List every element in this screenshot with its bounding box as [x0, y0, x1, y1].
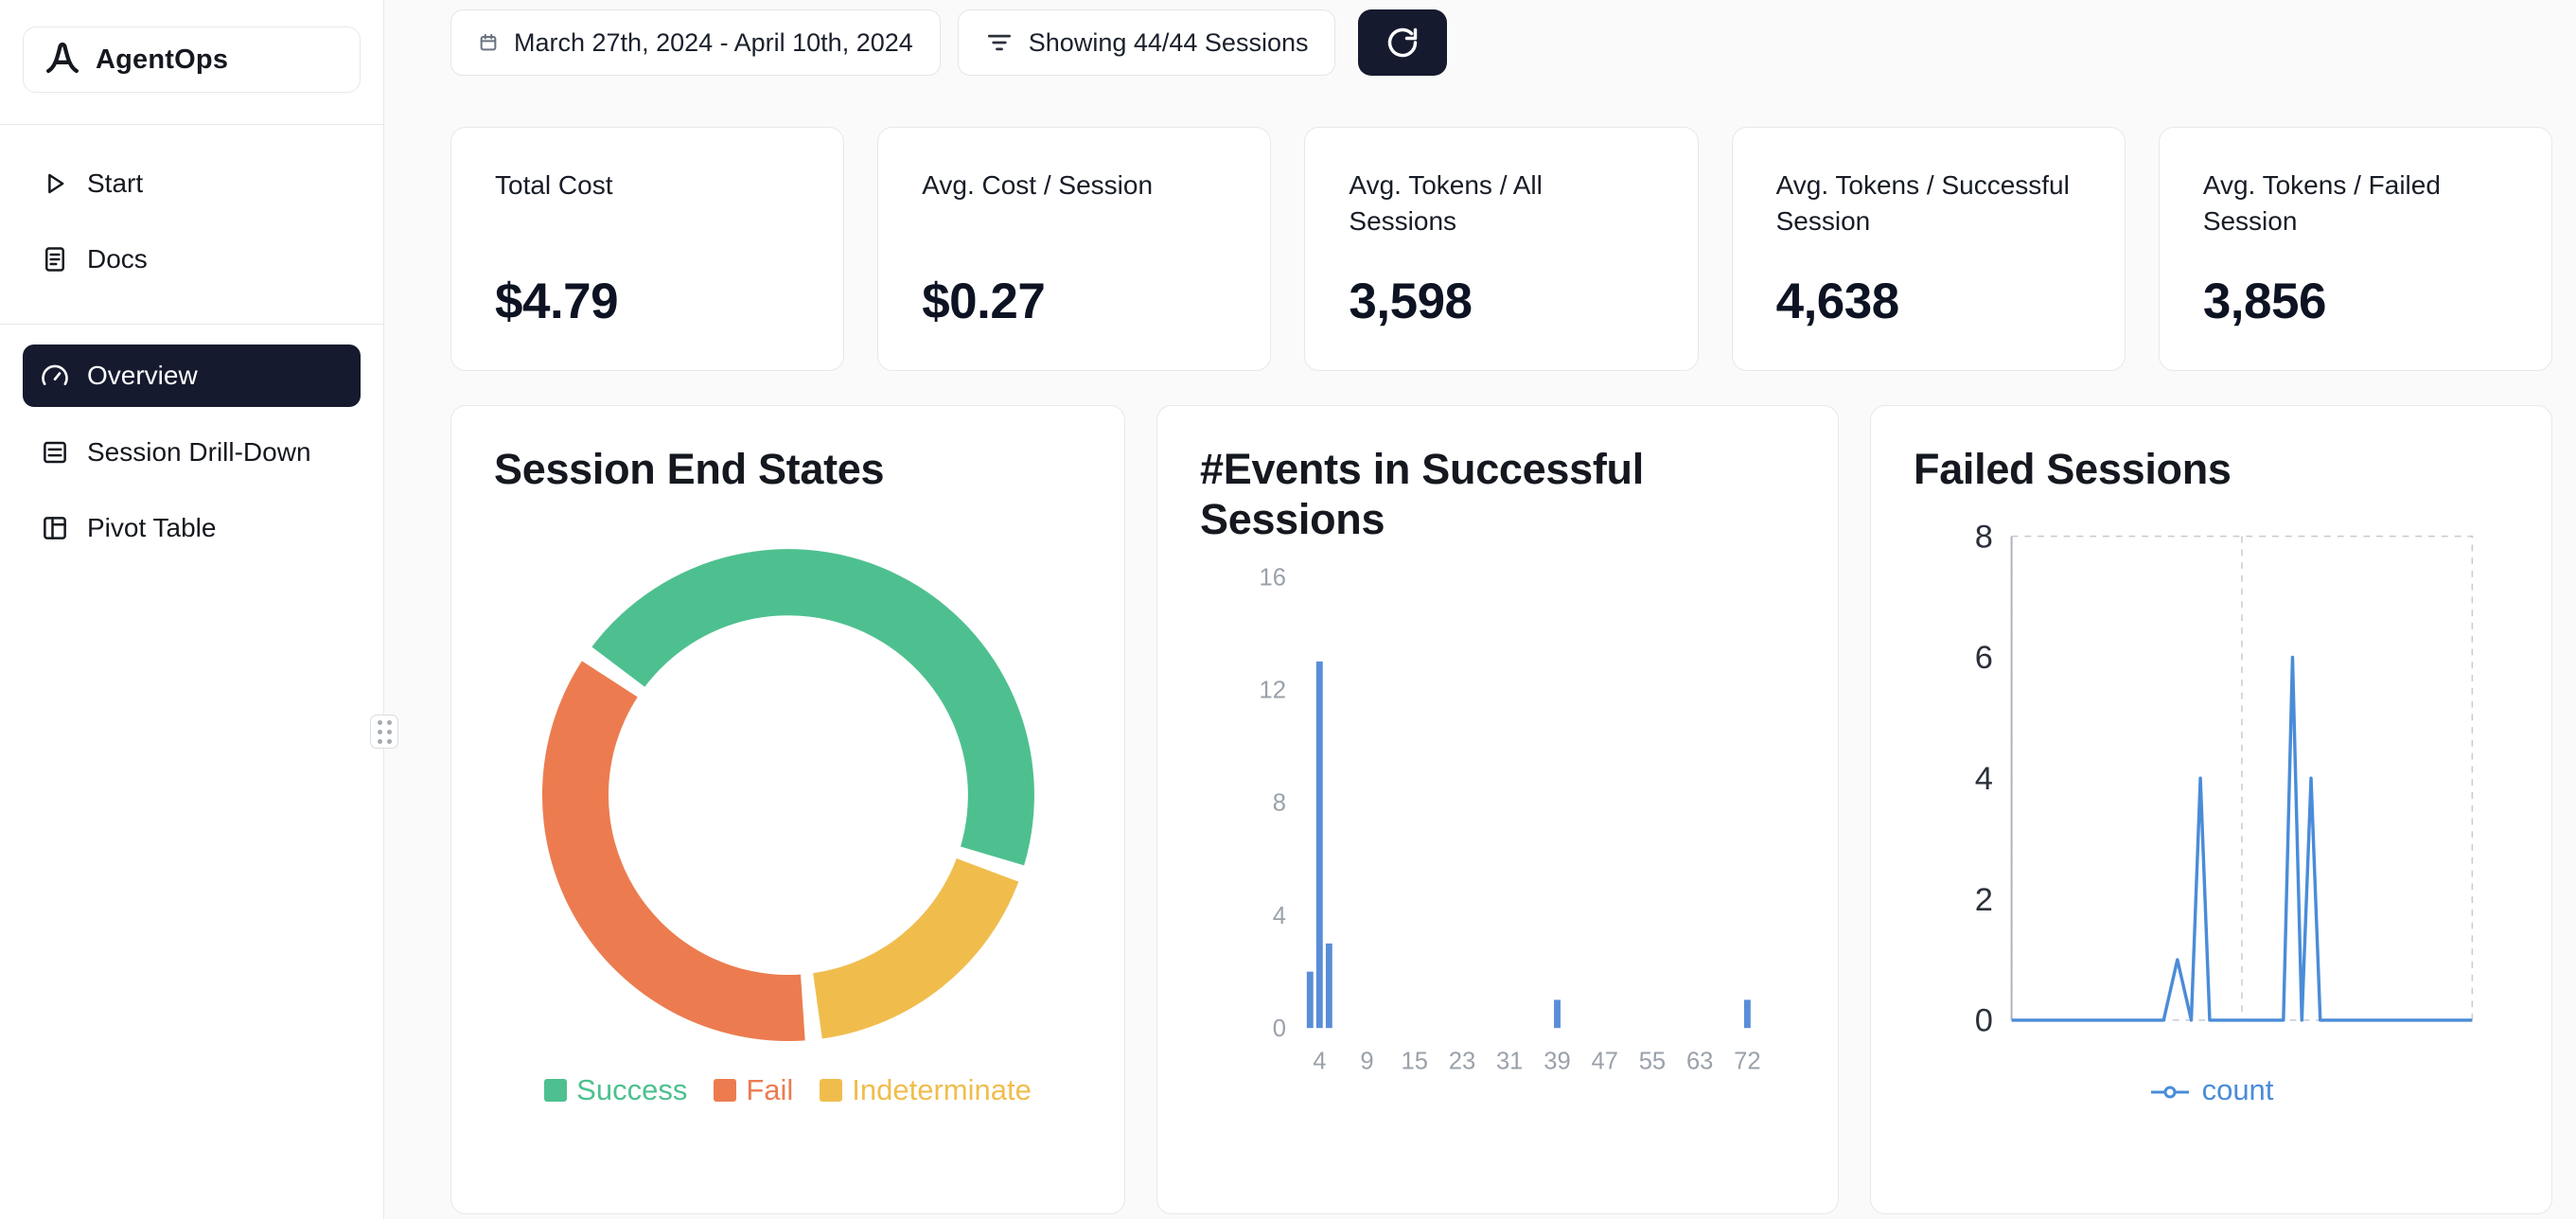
logo[interactable]: AgentOps — [23, 26, 361, 93]
sessions-filter-label: Showing 44/44 Sessions — [1028, 27, 1309, 57]
stats-row: Total Cost $4.79 Avg. Cost / Session $0.… — [450, 127, 2553, 371]
svg-text:4: 4 — [1273, 903, 1286, 929]
legend-item-indeterminate[interactable]: Indeterminate — [820, 1073, 1032, 1107]
failed-sessions-line-chart: 0 2 4 6 8 — [1975, 519, 2474, 1039]
sidebar-item-start[interactable]: Start — [23, 146, 361, 221]
stat-value: $4.79 — [495, 274, 619, 329]
svg-text:15: 15 — [1402, 1049, 1428, 1075]
stat-card-avg-tokens-successful: Avg. Tokens / Successful Session 4,638 — [1731, 127, 2126, 371]
svg-text:9: 9 — [1360, 1049, 1373, 1075]
svg-text:6: 6 — [1975, 640, 1993, 676]
sidebar-item-label: Pivot Table — [87, 513, 217, 542]
line-marker-icon — [2149, 1073, 2191, 1107]
stat-card-avg-cost-session: Avg. Cost / Session $0.27 — [877, 127, 1272, 371]
agentops-logo-icon — [43, 38, 82, 82]
session-end-states-card: Session End States Success Fail — [450, 405, 1125, 1214]
legend-label: Indeterminate — [852, 1073, 1032, 1107]
svg-text:16: 16 — [1260, 565, 1286, 592]
sidebar-item-label: Start — [87, 168, 144, 198]
stat-value: 3,598 — [1349, 274, 1473, 329]
stat-label: Avg. Tokens / Failed Session — [2202, 170, 2441, 236]
svg-text:39: 39 — [1544, 1049, 1570, 1075]
svg-text:63: 63 — [1686, 1049, 1713, 1075]
sidebar-item-label: Overview — [87, 361, 198, 390]
sidebar-links: Start Docs — [0, 125, 383, 324]
stat-value: 4,638 — [1775, 274, 1900, 329]
refresh-button[interactable] — [1358, 9, 1448, 76]
stat-label: Avg. Tokens / Successful Session — [1775, 170, 2070, 236]
chart-title: Session End States — [494, 445, 885, 493]
sidebar-item-docs[interactable]: Docs — [23, 221, 361, 297]
charts-row: Session End States Success Fail — [450, 405, 2552, 1214]
stat-value: $0.27 — [922, 274, 1046, 329]
date-range-label: March 27th, 2024 - April 10th, 2024 — [514, 27, 913, 57]
main-content: March 27th, 2024 - April 10th, 2024 Show… — [385, 0, 2576, 1219]
sidebar-resize-handle[interactable] — [370, 715, 398, 749]
divider — [0, 324, 383, 325]
svg-text:4: 4 — [1313, 1049, 1326, 1075]
sidebar-item-label: Docs — [87, 244, 148, 274]
chart-title: Failed Sessions — [1914, 445, 2232, 493]
svg-text:72: 72 — [1734, 1049, 1760, 1075]
sessions-list-icon — [40, 437, 70, 468]
svg-text:0: 0 — [1273, 1016, 1286, 1042]
svg-text:47: 47 — [1592, 1049, 1618, 1075]
sidebar: AgentOps Start Docs — [0, 0, 398, 1219]
docs-icon — [40, 244, 70, 274]
svg-text:8: 8 — [1273, 790, 1286, 817]
legend-label: count — [2201, 1073, 2274, 1107]
legend-label: Fail — [746, 1073, 794, 1107]
svg-text:8: 8 — [1975, 519, 1993, 555]
sidebar-item-session-drill-down[interactable]: Session Drill-Down — [23, 415, 361, 490]
events-bar-chart: 0 4 8 12 16 4 9 15 23 31 39 47 55 63 72 — [1260, 565, 1761, 1075]
failed-sessions-card: Failed Sessions 0 2 4 6 8 count — [1870, 405, 2552, 1214]
svg-text:0: 0 — [1975, 1003, 1993, 1039]
sessions-filter-button[interactable]: Showing 44/44 Sessions — [957, 9, 1336, 76]
indeterminate-swatch-icon — [820, 1079, 843, 1103]
logo-text: AgentOps — [96, 44, 229, 75]
svg-text:12: 12 — [1260, 678, 1286, 704]
stat-label: Avg. Cost / Session — [922, 170, 1154, 200]
pivot-table-icon — [40, 513, 70, 543]
session-end-states-donut-chart — [494, 547, 1082, 1043]
legend-item-success[interactable]: Success — [544, 1073, 687, 1107]
sidebar-item-label: Session Drill-Down — [87, 437, 311, 467]
svg-text:4: 4 — [1975, 761, 1993, 797]
events-histogram-card: #Events in Successful Sessions 0 4 8 12 16 4 9… — [1156, 405, 1839, 1214]
refresh-icon — [1385, 26, 1420, 60]
fail-swatch-icon — [714, 1079, 737, 1103]
chart-title: #Events in Successful Sessions — [1200, 445, 1644, 544]
legend-item-fail[interactable]: Fail — [714, 1073, 793, 1107]
stat-label: Avg. Tokens / All Sessions — [1349, 170, 1543, 236]
stat-card-avg-tokens-failed: Avg. Tokens / Failed Session 3,856 — [2158, 127, 2553, 371]
stat-card-total-cost: Total Cost $4.79 — [450, 127, 845, 371]
legend-label: Success — [576, 1073, 688, 1107]
divider — [0, 124, 383, 125]
sidebar-item-overview[interactable]: Overview — [23, 344, 361, 407]
sidebar-nav: Overview Session Drill-Down — [0, 325, 383, 566]
grip-dots-icon — [377, 719, 392, 744]
sidebar-item-pivot-table[interactable]: Pivot Table — [23, 490, 361, 566]
play-icon — [40, 168, 70, 199]
stat-card-avg-tokens-all: Avg. Tokens / All Sessions 3,598 — [1304, 127, 1699, 371]
stat-value: 3,856 — [2202, 274, 2327, 329]
donut-legend: Success Fail Indeterminate — [494, 1073, 1082, 1107]
calendar-icon — [478, 32, 499, 53]
gauge-icon — [40, 361, 70, 391]
filter-icon — [985, 28, 1014, 57]
line-legend-count[interactable]: count — [1914, 1073, 2509, 1107]
svg-text:2: 2 — [1975, 882, 1993, 918]
stat-label: Total Cost — [495, 170, 613, 200]
toolbar: March 27th, 2024 - April 10th, 2024 Show… — [450, 9, 2552, 76]
svg-text:55: 55 — [1639, 1049, 1666, 1075]
svg-text:23: 23 — [1449, 1049, 1475, 1075]
date-range-button[interactable]: March 27th, 2024 - April 10th, 2024 — [450, 9, 941, 76]
svg-text:31: 31 — [1496, 1049, 1523, 1075]
success-swatch-icon — [544, 1079, 568, 1103]
